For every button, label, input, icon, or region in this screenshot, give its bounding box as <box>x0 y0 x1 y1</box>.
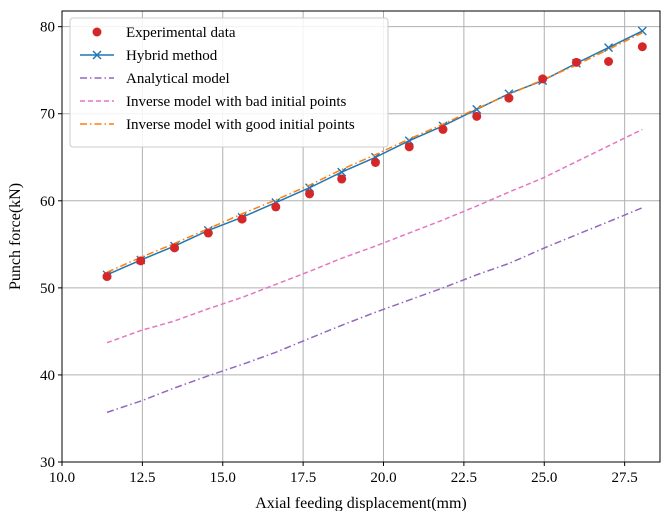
legend-item: Inverse model with good initial points <box>80 117 355 133</box>
data-point <box>571 57 581 67</box>
y-tick-label: 40 <box>40 368 55 384</box>
data-point <box>337 174 347 184</box>
data-point <box>604 56 614 66</box>
data-point <box>203 228 213 238</box>
data-point <box>337 167 347 177</box>
legend-item: Inverse model with bad initial points <box>80 94 347 110</box>
plot-series <box>102 26 647 414</box>
axis-ticks: 10.0 12.5 15.0 17.5 20.0 22.5 25.0 27.5 30 40 50 60… <box>40 20 638 486</box>
data-point <box>170 243 180 253</box>
y-tick-label: 70 <box>40 107 55 123</box>
y-tick-label: 50 <box>40 281 55 297</box>
legend-box <box>69 17 389 148</box>
data-point <box>136 256 146 266</box>
legend-marker <box>92 50 102 60</box>
legend-item: Analytical model <box>80 71 230 87</box>
series-inverse-model-with-good-initial-points <box>106 32 643 273</box>
x-tick-label: 12.5 <box>129 470 155 486</box>
legend-label: Analytical model <box>126 71 230 87</box>
data-point <box>305 189 315 199</box>
x-tick-label: 15.0 <box>210 470 236 486</box>
data-point <box>102 272 112 282</box>
data-point <box>637 42 647 52</box>
legend-marker <box>92 27 102 37</box>
series-analytical-model <box>106 207 643 414</box>
x-tick-label: 27.5 <box>612 470 638 486</box>
data-point <box>504 93 514 103</box>
series-line <box>106 207 643 414</box>
data-point <box>472 111 482 121</box>
data-point <box>604 43 614 53</box>
series-experimental-data <box>102 42 647 282</box>
x-tick-label: 20.0 <box>370 470 396 486</box>
x-tick-label: 17.5 <box>290 470 316 486</box>
axes-frame <box>61 10 661 463</box>
x-marker-stroke <box>92 50 102 60</box>
legend-label: Inverse model with bad initial points <box>126 94 347 110</box>
data-point <box>271 202 281 212</box>
data-point <box>538 74 548 84</box>
y-tick-label: 30 <box>40 455 55 471</box>
data-point <box>370 157 380 167</box>
x-marker-stroke <box>604 43 614 53</box>
data-point <box>404 142 414 152</box>
y-axis-label: Punch force(kN) <box>7 183 24 290</box>
legend-item: Hybrid method <box>80 48 218 64</box>
legend-label: Hybrid method <box>126 48 218 64</box>
y-tick-label: 80 <box>40 20 55 36</box>
legend-item: Experimental data <box>92 25 236 41</box>
data-point <box>237 214 247 224</box>
x-axis-label: Axial feeding displacement(mm) <box>255 495 466 511</box>
data-point <box>438 124 448 134</box>
legend-label: Experimental data <box>126 25 236 41</box>
x-marker-stroke <box>337 167 347 177</box>
x-tick-label: 22.5 <box>451 470 477 486</box>
y-tick-label: 60 <box>40 194 55 210</box>
series-line <box>106 32 643 273</box>
legend-label: Inverse model with good initial points <box>126 117 355 133</box>
legend: Experimental data Hybrid method Analytical… <box>69 17 389 148</box>
x-tick-label: 10.0 <box>49 470 75 486</box>
x-tick-label: 25.0 <box>531 470 557 486</box>
